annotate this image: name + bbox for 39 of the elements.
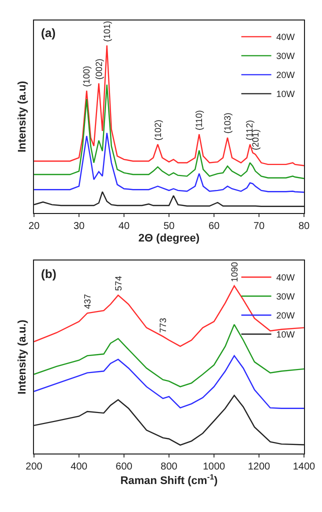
x-tick-label: 50 <box>163 221 175 232</box>
legend-label: 20W <box>276 70 296 80</box>
annotation: (102) <box>152 120 163 141</box>
y-axis-title: Intensity (a.u.) <box>16 319 29 394</box>
legend-label: 40W <box>276 272 296 283</box>
annotation: (110) <box>194 110 204 130</box>
chart-title: (a) <box>41 26 56 40</box>
x-tick-label: 200 <box>26 462 43 473</box>
legend-label: 30W <box>276 51 296 62</box>
x-tick-label: 60 <box>208 221 220 232</box>
x-tick-label: 80 <box>298 221 310 232</box>
legend-label: 30W <box>276 292 296 302</box>
x-tick-label: 400 <box>70 462 88 473</box>
chart-title: (b) <box>41 267 56 281</box>
x-tick-label: 1000 <box>202 462 226 473</box>
x-tick-label: 800 <box>160 462 178 473</box>
legend-label: 20W <box>276 310 296 321</box>
x-tick-label: 20 <box>28 221 40 232</box>
annotation: (112) <box>244 120 255 140</box>
annotation: (103) <box>222 112 232 134</box>
x-tick-label: 1200 <box>248 462 271 473</box>
annotation: 1090 <box>229 262 240 282</box>
annotation: (101) <box>102 20 112 42</box>
annotation: 773 <box>158 318 168 333</box>
legend-label: 10W <box>276 89 296 100</box>
x-tick-label: 600 <box>116 462 133 473</box>
annotation: (100) <box>81 66 92 87</box>
annotation: 574 <box>113 276 124 291</box>
legend-label: 10W <box>276 330 296 340</box>
annotation: 437 <box>82 294 93 309</box>
legend-label: 40W <box>276 32 296 42</box>
x-axis-title: Raman Shift (cm$^{-1}$) <box>120 472 218 488</box>
x-axis-title: 2Θ (degree) <box>138 232 200 244</box>
x-tick-label: 1400 <box>292 462 316 473</box>
annotation: (002) <box>94 58 104 80</box>
x-tick-label: 40 <box>118 221 130 232</box>
x-tick-label: 70 <box>253 221 265 232</box>
y-axis-title: Intensity (a.u) <box>16 80 29 152</box>
x-tick-label: 30 <box>73 221 85 232</box>
